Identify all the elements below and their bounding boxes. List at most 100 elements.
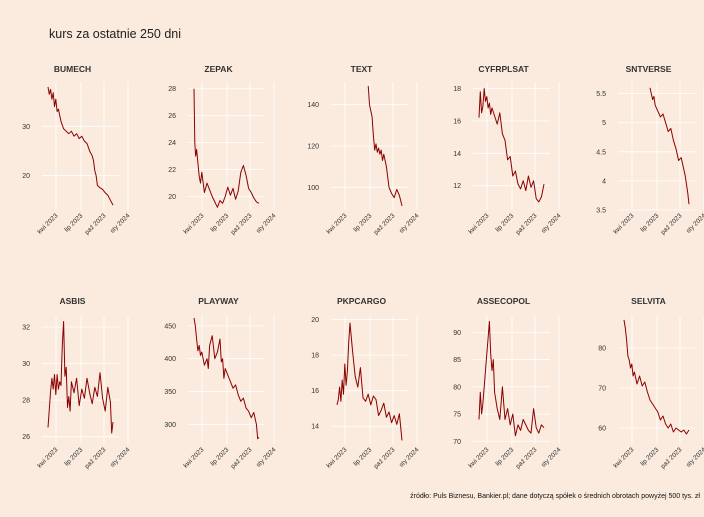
x-tick-label: paź 2023 bbox=[660, 212, 684, 236]
y-tick-label: 30 bbox=[22, 361, 30, 368]
y-tick-label: 80 bbox=[598, 346, 606, 353]
x-tick-label: paź 2023 bbox=[84, 212, 108, 236]
x-tick-label: kwi 2023 bbox=[612, 446, 635, 469]
y-tick-label: 28 bbox=[168, 86, 176, 93]
price-line bbox=[47, 86, 114, 206]
y-tick-label: 24 bbox=[168, 140, 176, 147]
x-tick-label: kwi 2023 bbox=[182, 212, 205, 235]
panel-title: ZEPAK bbox=[204, 64, 233, 74]
y-tick-label: 18 bbox=[453, 86, 461, 93]
panel-cyfrplsat: CYFRPLSAT 12 14 16 18 kwi 2023 lip 2023 paź 202… bbox=[453, 64, 562, 236]
x-tick-label: lip 2023 bbox=[209, 446, 230, 467]
y-tick-label: 22 bbox=[168, 167, 176, 174]
price-line bbox=[367, 86, 403, 207]
x-tick-label: sty 2024 bbox=[255, 446, 278, 469]
x-tick-label: lip 2023 bbox=[494, 446, 515, 467]
y-tick-label: 70 bbox=[598, 386, 606, 393]
y-tick-label: 60 bbox=[598, 426, 606, 433]
y-tick-label: 4.5 bbox=[596, 149, 606, 156]
panel-title: PLAYWAY bbox=[198, 296, 239, 306]
y-tick-label: 18 bbox=[311, 353, 319, 360]
x-tick-label: lip 2023 bbox=[352, 446, 373, 467]
y-tick-label: 350 bbox=[164, 389, 176, 396]
y-tick-label: 300 bbox=[164, 422, 176, 429]
y-tick-label: 5.5 bbox=[596, 91, 606, 98]
x-tick-label: sty 2024 bbox=[685, 446, 704, 469]
x-tick-label: sty 2024 bbox=[109, 446, 132, 469]
panel-title: SNTVERSE bbox=[626, 64, 672, 74]
x-tick-label: sty 2024 bbox=[540, 212, 563, 235]
price-line bbox=[649, 87, 690, 205]
price-line bbox=[478, 320, 545, 437]
y-tick-label: 26 bbox=[168, 113, 176, 120]
panel-playway: PLAYWAY 300 350 400 450 kwi 2023 lip 2023 paź 2… bbox=[164, 296, 277, 470]
y-tick-label: 30 bbox=[22, 124, 30, 131]
y-tick-label: 120 bbox=[307, 144, 319, 151]
x-tick-label: paź 2023 bbox=[515, 212, 539, 236]
x-tick-label: sty 2024 bbox=[540, 446, 563, 469]
x-tick-label: paź 2023 bbox=[373, 212, 397, 236]
source-caption: źródło: Puls Biznesu, Bankier.pl; dane d… bbox=[410, 493, 700, 500]
x-tick-label: lip 2023 bbox=[352, 212, 373, 233]
panel-title: ASBIS bbox=[60, 296, 86, 306]
y-tick-label: 5 bbox=[602, 120, 606, 127]
x-tick-label: sty 2024 bbox=[255, 212, 278, 235]
y-tick-label: 140 bbox=[307, 102, 319, 109]
price-line bbox=[478, 88, 545, 203]
y-tick-label: 75 bbox=[453, 412, 461, 419]
price-line bbox=[623, 319, 690, 435]
panel-asbis: ASBIS 26 28 30 32 kwi 2023 lip 2023 paź 2023 sty… bbox=[22, 296, 131, 470]
y-tick-label: 20 bbox=[311, 317, 319, 324]
x-tick-label: kwi 2023 bbox=[325, 212, 348, 235]
x-tick-label: kwi 2023 bbox=[467, 446, 490, 469]
x-tick-label: lip 2023 bbox=[209, 212, 230, 233]
panel-bumech: BUMECH 20 30 kwi 2023 lip 2023 paź 2023 sty 20… bbox=[22, 64, 131, 236]
x-tick-label: sty 2024 bbox=[685, 212, 704, 235]
x-tick-label: sty 2024 bbox=[109, 212, 132, 235]
y-tick-label: 4 bbox=[602, 178, 606, 185]
x-tick-label: lip 2023 bbox=[63, 212, 84, 233]
y-tick-label: 14 bbox=[311, 424, 319, 431]
page-title: kurs za ostatnie 250 dni bbox=[49, 27, 182, 41]
x-tick-label: kwi 2023 bbox=[612, 212, 635, 235]
y-tick-label: 20 bbox=[168, 194, 176, 201]
y-tick-label: 20 bbox=[22, 173, 30, 180]
y-tick-label: 450 bbox=[164, 323, 176, 330]
x-tick-label: sty 2024 bbox=[398, 446, 421, 469]
y-tick-label: 90 bbox=[453, 330, 461, 337]
panel-zepak: ZEPAK 20 22 24 26 28 kwi 2023 lip 2023 paź 2023 s… bbox=[168, 64, 277, 236]
x-tick-label: kwi 2023 bbox=[325, 446, 348, 469]
x-tick-label: kwi 2023 bbox=[36, 446, 59, 469]
x-tick-label: paź 2023 bbox=[373, 446, 397, 470]
y-tick-label: 85 bbox=[453, 357, 461, 364]
panel-title: BUMECH bbox=[54, 64, 91, 74]
panel-title: SELVITA bbox=[631, 296, 666, 306]
x-tick-label: lip 2023 bbox=[639, 446, 660, 467]
x-tick-label: paź 2023 bbox=[515, 446, 539, 470]
panel-title: ASSECOPOL bbox=[477, 296, 530, 306]
y-tick-label: 16 bbox=[453, 118, 461, 125]
y-tick-label: 32 bbox=[22, 324, 30, 331]
y-tick-label: 70 bbox=[453, 439, 461, 446]
y-tick-label: 80 bbox=[453, 384, 461, 391]
price-line bbox=[336, 322, 403, 441]
x-tick-label: kwi 2023 bbox=[467, 212, 490, 235]
panel-pkpcargo: PKPCARGO 14 16 18 20 kwi 2023 lip 2023 paź 2023… bbox=[311, 296, 420, 470]
y-tick-label: 400 bbox=[164, 356, 176, 363]
y-tick-label: 26 bbox=[22, 434, 30, 441]
y-tick-label: 28 bbox=[22, 398, 30, 405]
y-tick-label: 100 bbox=[307, 185, 319, 192]
y-tick-label: 16 bbox=[311, 388, 319, 395]
panel-text: TEXT 100 120 140 kwi 2023 lip 2023 paź 2023 sty… bbox=[307, 64, 420, 236]
x-tick-label: lip 2023 bbox=[63, 446, 84, 467]
y-tick-label: 3.5 bbox=[596, 208, 606, 215]
x-tick-label: paź 2023 bbox=[660, 446, 684, 470]
price-line bbox=[193, 317, 260, 440]
x-tick-label: paź 2023 bbox=[84, 446, 108, 470]
panel-sntverse: SNTVERSE 3.5 4 4.5 5 5.5 kwi 2023 lip 2023 paź 2… bbox=[596, 64, 704, 236]
y-tick-label: 12 bbox=[453, 183, 461, 190]
y-tick-label: 14 bbox=[453, 151, 461, 158]
panel-title: PKPCARGO bbox=[337, 296, 387, 306]
